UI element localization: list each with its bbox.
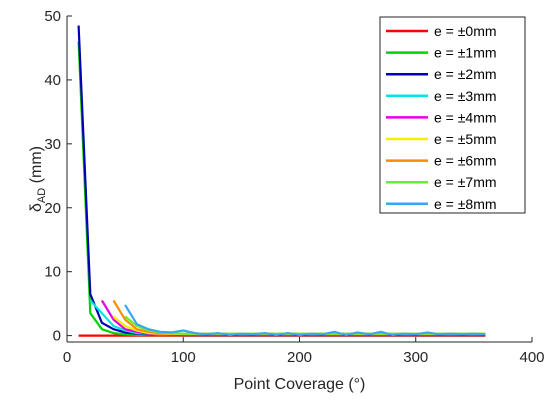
legend-label-0: e = ±0mm: [434, 23, 497, 39]
legend-label-8: e = ±8mm: [434, 196, 497, 212]
x-ticks: 0 100 200 300 400: [63, 337, 545, 366]
y-axis-label-sub: AD: [36, 188, 48, 203]
y-axis-label-unit: (mm): [28, 146, 45, 188]
legend-label-2: e = ±2mm: [434, 66, 497, 82]
legend-label-7: e = ±7mm: [434, 174, 497, 190]
x-tick-label-2: 200: [287, 349, 312, 366]
legend-label-1: e = ±1mm: [434, 45, 497, 61]
y-axis-label: δAD (mm): [28, 146, 48, 212]
x-tick-label-1: 100: [171, 349, 196, 366]
legend-label-6: e = ±6mm: [434, 153, 497, 169]
y-tick-label-2: 20: [44, 200, 61, 217]
x-axis-label: Point Coverage (°): [234, 376, 366, 393]
y-tick-label-0: 0: [53, 328, 61, 345]
series-layer: [77, 25, 486, 337]
x-tick-label-4: 400: [519, 349, 544, 366]
legend-box: [379, 16, 526, 214]
x-tick-label-0: 0: [63, 349, 71, 366]
y-tick-label-4: 40: [44, 72, 61, 89]
y-axis-label-main: δ: [28, 203, 45, 212]
y-tick-label-5: 50: [44, 8, 61, 25]
legend-label-5: e = ±5mm: [434, 131, 497, 147]
legend-label-3: e = ±3mm: [434, 88, 497, 104]
x-tick-label-3: 300: [403, 349, 428, 366]
y-tick-label-1: 10: [44, 264, 61, 281]
series-line-8: [124, 304, 486, 337]
legend-label-4: e = ±4mm: [434, 109, 497, 125]
y-tick-label-3: 30: [44, 136, 61, 153]
legend: e = ±0mm e = ±1mm e = ±2mm e = ±3mm e = ±4mm…: [379, 16, 526, 214]
y-ticks: 0 10 20 30 40 50: [44, 8, 72, 345]
